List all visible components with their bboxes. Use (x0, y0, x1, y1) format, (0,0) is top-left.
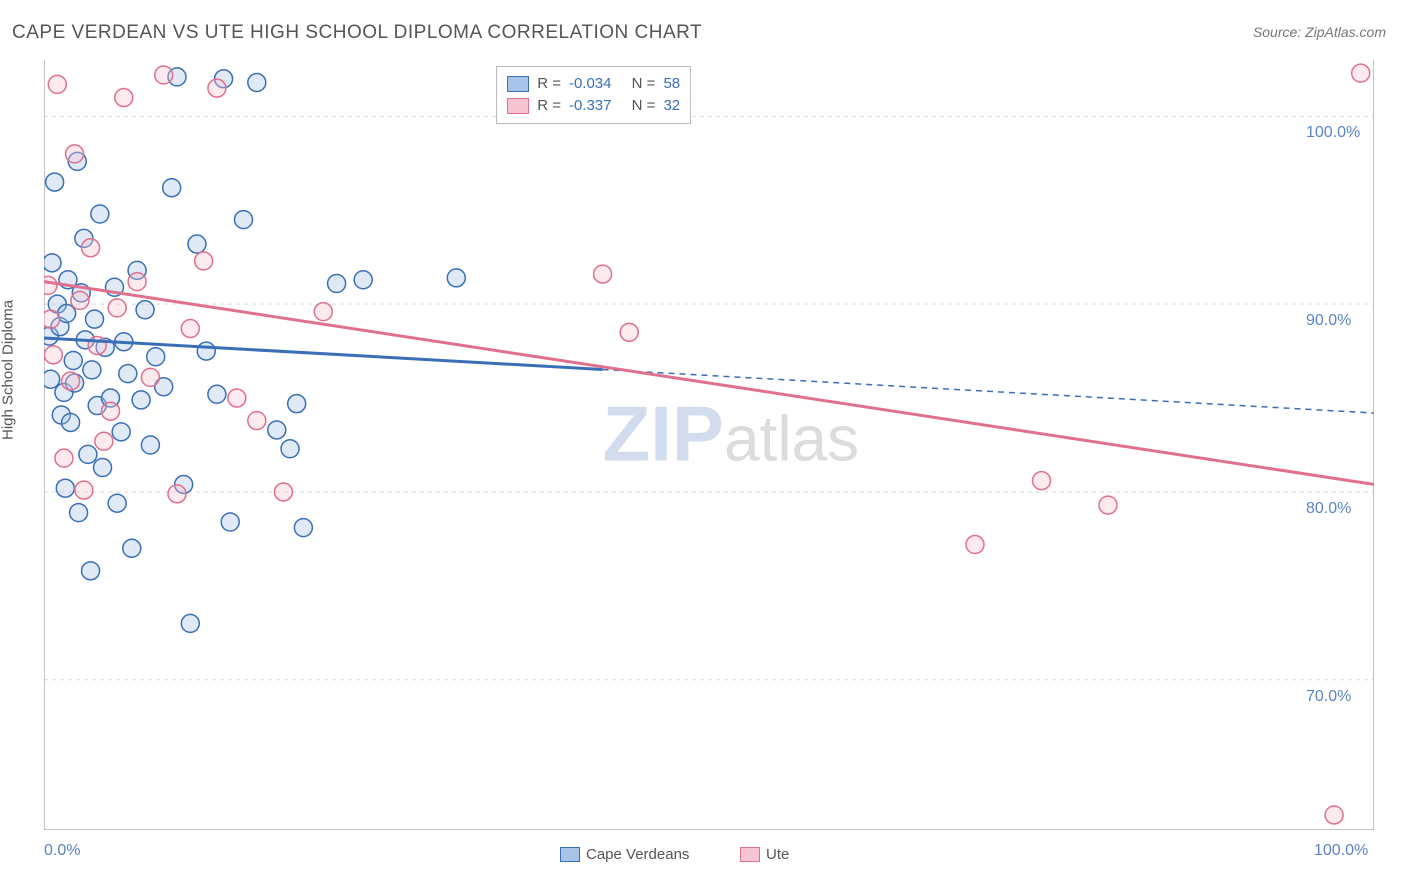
y-tick-label: 100.0% (1306, 124, 1360, 142)
correlation-legend: R = -0.034 N = 58 R = -0.337 N = 32 (496, 66, 691, 124)
x-tick-label: 100.0% (1314, 842, 1368, 860)
n-label: N = (632, 95, 656, 117)
swatch-ute-icon (507, 98, 529, 114)
y-tick-label: 80.0% (1306, 500, 1351, 518)
legend-label: Ute (766, 846, 789, 863)
legend-item-cape_verdeans: Cape Verdeans (560, 846, 689, 863)
correlation-row-cv: R = -0.034 N = 58 (507, 73, 680, 95)
y-tick-label: 70.0% (1306, 688, 1351, 706)
y-tick-label: 90.0% (1306, 312, 1351, 330)
r-value-cv: -0.034 (569, 73, 612, 95)
n-value-cv: 58 (663, 73, 680, 95)
r-value-ute: -0.337 (569, 95, 612, 117)
n-value-ute: 32 (663, 95, 680, 117)
legend-item-ute: Ute (740, 846, 789, 863)
plot-area: ZIPatlas R = -0.034 N = 58 R = -0.337 N … (44, 60, 1374, 830)
x-tick-label: 0.0% (44, 842, 80, 860)
legend-label: Cape Verdeans (586, 846, 689, 863)
r-label: R = (537, 95, 561, 117)
svg-text:ZIPatlas: ZIPatlas (603, 389, 860, 477)
legend-swatch-icon (560, 847, 580, 862)
swatch-cape-verdeans-icon (507, 76, 529, 92)
n-label: N = (632, 73, 656, 95)
source-credit: Source: ZipAtlas.com (1253, 24, 1386, 40)
correlation-row-ute: R = -0.337 N = 32 (507, 95, 680, 117)
r-label: R = (537, 73, 561, 95)
chart-title: CAPE VERDEAN VS UTE HIGH SCHOOL DIPLOMA … (12, 22, 702, 44)
y-axis-label: High School Diploma (0, 300, 17, 440)
legend-swatch-icon (740, 847, 760, 862)
scatter-chart: ZIPatlas (44, 60, 1374, 830)
